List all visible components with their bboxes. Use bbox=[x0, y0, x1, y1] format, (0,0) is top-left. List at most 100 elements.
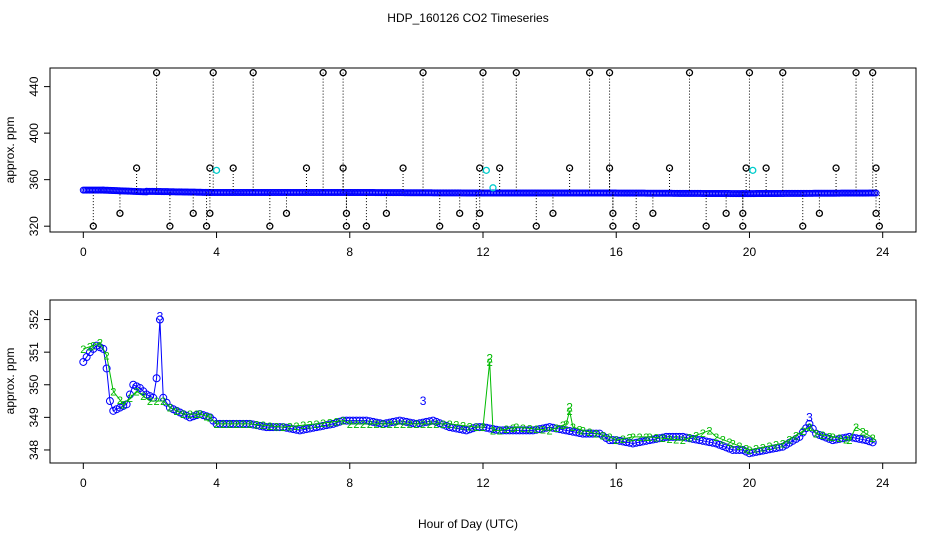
series-symbol: 2 bbox=[760, 442, 766, 454]
series-symbol: 2 bbox=[766, 441, 772, 453]
series-symbol: 2 bbox=[563, 419, 569, 431]
series-symbol: 2 bbox=[120, 399, 126, 411]
series-symbol: 2 bbox=[307, 420, 313, 432]
y-tick-label: 440 bbox=[27, 76, 41, 96]
series-symbol: 2 bbox=[127, 393, 133, 405]
series-symbol: 2 bbox=[846, 435, 852, 447]
series-symbol: 2 bbox=[207, 412, 213, 424]
series-symbol: 2 bbox=[140, 391, 146, 403]
data-point bbox=[189, 209, 197, 218]
series-symbol: 2 bbox=[154, 396, 160, 408]
series-symbol: 2 bbox=[333, 416, 339, 428]
series-symbol: 2 bbox=[860, 426, 866, 438]
data-point bbox=[832, 164, 840, 172]
series-symbol: 2 bbox=[203, 411, 209, 423]
data-point bbox=[249, 69, 257, 77]
series-symbol: 2 bbox=[593, 429, 599, 441]
data-point bbox=[489, 184, 497, 192]
series-line bbox=[83, 341, 877, 451]
y-tick-label: 400 bbox=[27, 123, 41, 143]
series-symbol: 2 bbox=[513, 422, 519, 434]
data-point bbox=[605, 69, 614, 77]
x-tick-label: 24 bbox=[876, 245, 890, 259]
y-tick-label: 351 bbox=[27, 342, 41, 362]
series-symbol: 2 bbox=[806, 422, 812, 434]
series-symbol: 2 bbox=[580, 425, 586, 437]
series-symbol: 2 bbox=[427, 419, 433, 431]
series-symbol: 2 bbox=[793, 430, 799, 442]
data-point bbox=[202, 412, 211, 421]
series-symbol: 2 bbox=[786, 434, 792, 446]
data-point bbox=[482, 166, 490, 175]
data-point bbox=[476, 164, 484, 172]
series-symbol: 2 bbox=[373, 419, 379, 431]
x-tick-label: 20 bbox=[743, 245, 757, 259]
series-symbol: 2 bbox=[630, 432, 636, 444]
series-peak-label: 3 bbox=[806, 410, 813, 424]
series-symbol: 2 bbox=[780, 438, 786, 450]
series-symbol: 2 bbox=[90, 341, 96, 353]
data-point bbox=[762, 164, 770, 172]
series-symbol: 2 bbox=[773, 440, 779, 452]
series-symbol: 2 bbox=[110, 386, 116, 398]
data-point bbox=[609, 222, 617, 230]
data-point bbox=[382, 209, 391, 218]
data-point bbox=[875, 222, 884, 230]
series-symbol: 2 bbox=[646, 432, 652, 444]
series-symbol: 2 bbox=[433, 419, 439, 431]
data-point bbox=[362, 222, 371, 230]
series-symbol: 2 bbox=[700, 428, 706, 440]
series-symbol: 2 bbox=[693, 430, 699, 442]
y-tick-label: 348 bbox=[27, 440, 41, 460]
series-peak-label: 2 bbox=[486, 352, 493, 366]
x-tick-label: 0 bbox=[80, 245, 87, 259]
data-point bbox=[339, 164, 347, 172]
y-tick-label: 350 bbox=[27, 374, 41, 394]
data-point bbox=[512, 69, 520, 77]
series-symbol: 2 bbox=[607, 432, 613, 444]
data-point bbox=[779, 69, 787, 77]
series-symbol: 2 bbox=[480, 422, 486, 434]
series-symbol: 2 bbox=[726, 437, 732, 449]
series-symbol: 2 bbox=[167, 403, 173, 415]
data-point bbox=[155, 315, 164, 324]
series-symbol: 2 bbox=[260, 420, 266, 432]
series-peak-label: 3 bbox=[420, 394, 427, 408]
series-symbol: 2 bbox=[743, 444, 749, 456]
series-symbol: 2 bbox=[863, 429, 869, 441]
data-point bbox=[739, 209, 747, 218]
series-symbol: 2 bbox=[567, 406, 573, 418]
panel-1-y-label: approx. ppm bbox=[3, 117, 17, 184]
data-point bbox=[665, 164, 674, 172]
data-point bbox=[206, 209, 214, 218]
data-point bbox=[739, 222, 747, 230]
x-tick-label: 12 bbox=[476, 476, 490, 490]
series-symbol: 2 bbox=[287, 421, 293, 433]
data-point bbox=[685, 69, 694, 77]
series-symbol: 2 bbox=[736, 441, 742, 453]
data-point bbox=[722, 209, 730, 218]
series-symbol: 2 bbox=[340, 416, 346, 428]
data-point bbox=[202, 222, 211, 230]
series-symbol: 2 bbox=[560, 420, 566, 432]
data-point bbox=[649, 209, 657, 218]
data-point bbox=[436, 222, 444, 230]
series-symbol: 2 bbox=[197, 409, 203, 421]
series-symbol: 2 bbox=[253, 420, 259, 432]
data-point bbox=[632, 222, 640, 230]
panel-2-y-axis: 348 349 350 351 352 bbox=[27, 309, 50, 460]
data-point bbox=[302, 164, 311, 172]
series-symbol: 2 bbox=[673, 435, 679, 447]
x-axis-label: Hour of Day (UTC) bbox=[418, 517, 518, 531]
series-symbol: 2 bbox=[653, 433, 659, 445]
series-symbol: 2 bbox=[626, 433, 632, 445]
data-point bbox=[749, 166, 757, 175]
data-point bbox=[745, 69, 754, 77]
data-point bbox=[99, 344, 108, 353]
y-tick-label: 320 bbox=[27, 216, 41, 236]
data-point bbox=[209, 69, 217, 77]
data-point bbox=[742, 164, 750, 172]
x-tick-label: 8 bbox=[346, 476, 353, 490]
series-symbol: 2 bbox=[547, 425, 553, 437]
